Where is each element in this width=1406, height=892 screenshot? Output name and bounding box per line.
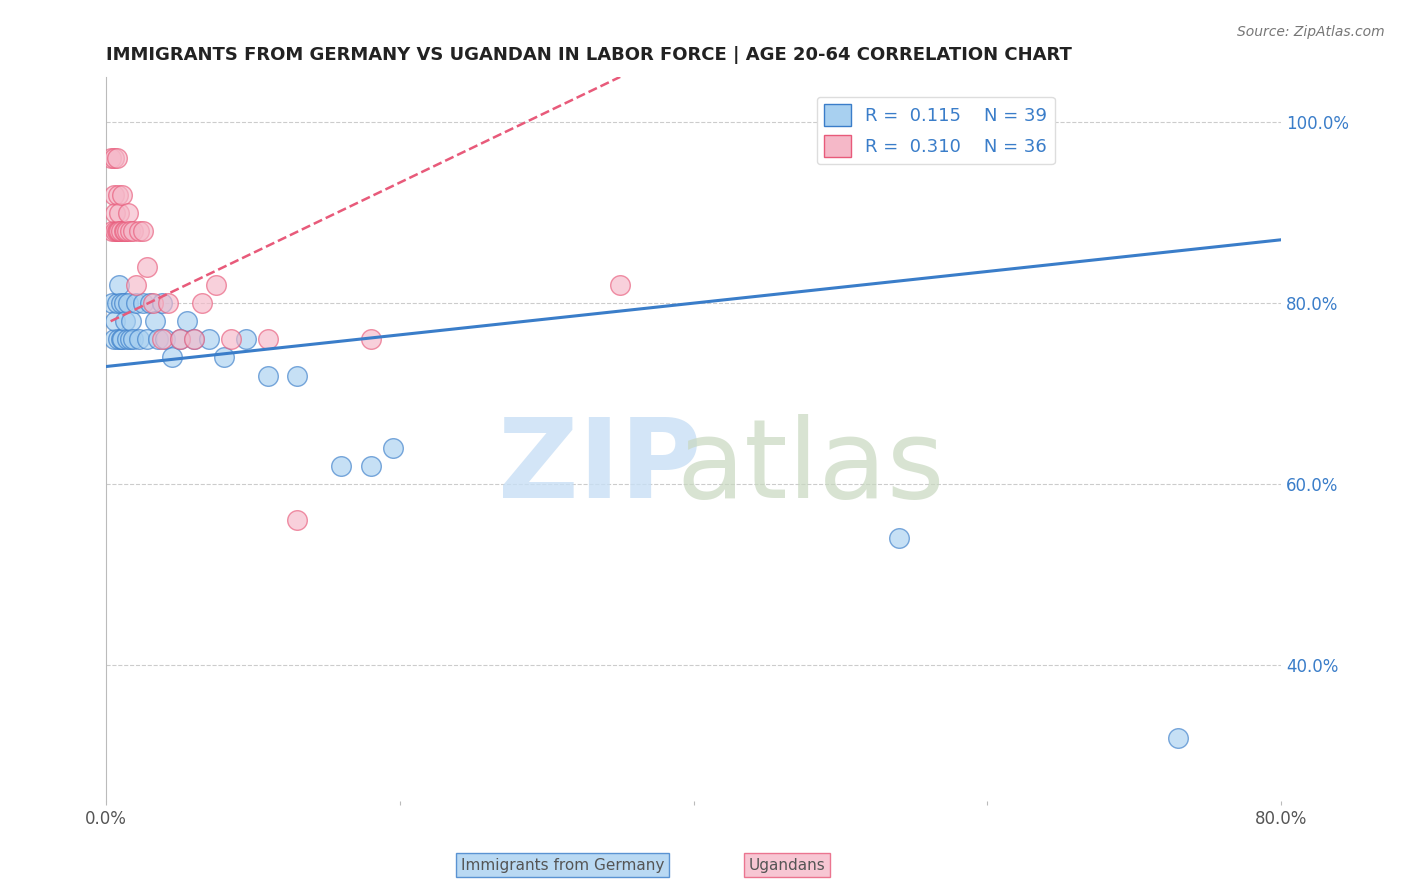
Point <box>120 314 142 328</box>
Point <box>121 224 143 238</box>
Point <box>107 224 129 238</box>
Point <box>176 314 198 328</box>
Point <box>104 314 127 328</box>
Point <box>104 224 127 238</box>
Point <box>360 332 382 346</box>
Point <box>107 187 129 202</box>
Point <box>105 296 128 310</box>
Point <box>360 458 382 473</box>
Point <box>212 351 235 365</box>
Point <box>118 332 141 346</box>
Point <box>142 296 165 310</box>
Point <box>162 351 184 365</box>
Point <box>124 278 146 293</box>
Text: ZIP: ZIP <box>498 415 702 521</box>
Point <box>139 296 162 310</box>
Point <box>128 224 150 238</box>
Text: Source: ZipAtlas.com: Source: ZipAtlas.com <box>1237 25 1385 39</box>
Point <box>112 296 135 310</box>
Point <box>183 332 205 346</box>
Point <box>169 332 191 346</box>
Point <box>110 296 132 310</box>
Point <box>105 224 128 238</box>
Text: IMMIGRANTS FROM GERMANY VS UGANDAN IN LABOR FORCE | AGE 20-64 CORRELATION CHART: IMMIGRANTS FROM GERMANY VS UGANDAN IN LA… <box>107 46 1073 64</box>
Point <box>153 332 176 346</box>
Point <box>117 296 139 310</box>
Point <box>256 332 278 346</box>
Point <box>889 532 911 546</box>
Point <box>111 332 134 346</box>
Point <box>103 187 125 202</box>
Point <box>124 296 146 310</box>
Text: Immigrants from Germany: Immigrants from Germany <box>461 858 664 872</box>
Point <box>103 152 125 166</box>
Point <box>112 224 135 238</box>
Point <box>108 224 131 238</box>
Point <box>132 224 155 238</box>
Point <box>183 332 205 346</box>
Point <box>110 332 132 346</box>
Point <box>114 314 136 328</box>
Point <box>101 296 124 310</box>
Point <box>330 458 353 473</box>
Text: atlas: atlas <box>676 415 945 521</box>
Point <box>150 332 173 346</box>
Point <box>198 332 221 346</box>
Point <box>169 332 191 346</box>
Point <box>156 296 179 310</box>
Point <box>104 205 127 219</box>
Point <box>1167 731 1189 745</box>
Point <box>128 332 150 346</box>
Point <box>108 205 131 219</box>
Point <box>103 332 125 346</box>
Point <box>121 332 143 346</box>
Point <box>235 332 257 346</box>
Point <box>205 278 228 293</box>
Text: Ugandans: Ugandans <box>749 858 825 872</box>
Point <box>132 296 155 310</box>
Point <box>190 296 212 310</box>
Point <box>100 152 122 166</box>
Point <box>114 224 136 238</box>
Point <box>150 296 173 310</box>
Point <box>115 224 138 238</box>
Point <box>219 332 242 346</box>
Point <box>105 152 128 166</box>
Legend: R =  0.115    N = 39, R =  0.310    N = 36: R = 0.115 N = 39, R = 0.310 N = 36 <box>817 96 1054 164</box>
Point <box>110 224 132 238</box>
Point <box>285 513 308 527</box>
Point <box>136 260 159 274</box>
Point <box>108 278 131 293</box>
Point <box>381 441 404 455</box>
Point <box>285 368 308 383</box>
Point <box>117 205 139 219</box>
Point <box>107 332 129 346</box>
Point <box>256 368 278 383</box>
Point <box>115 332 138 346</box>
Point <box>146 332 169 346</box>
Point <box>101 224 124 238</box>
Point <box>118 224 141 238</box>
Point <box>143 314 166 328</box>
Point <box>111 187 134 202</box>
Point <box>136 332 159 346</box>
Point <box>609 278 631 293</box>
